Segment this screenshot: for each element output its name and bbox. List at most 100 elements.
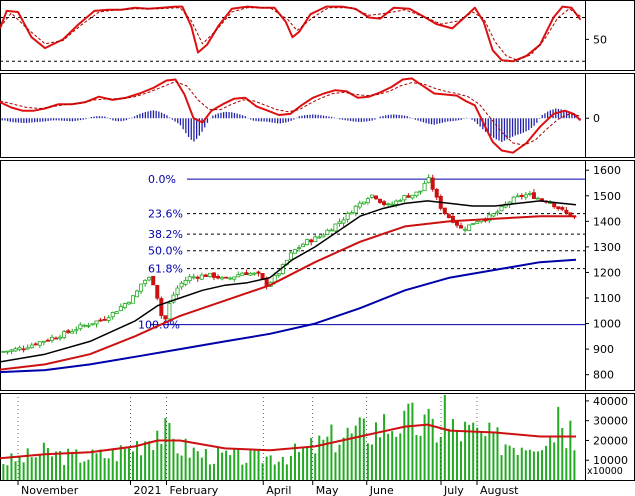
candle-body <box>62 331 67 338</box>
candle-body <box>305 239 310 246</box>
candle-body <box>240 272 245 276</box>
candle-body <box>495 211 500 214</box>
candle-body <box>276 273 281 276</box>
candle-body <box>540 198 545 201</box>
candle-body <box>78 324 83 330</box>
candle-body <box>155 284 160 299</box>
candle-body <box>450 216 455 223</box>
x-tick-label: June <box>369 484 394 496</box>
macd-signal-line <box>0 81 581 146</box>
candle-body <box>175 287 180 296</box>
candle-body <box>199 274 204 280</box>
candle-body <box>167 302 172 320</box>
candle-body <box>220 276 225 280</box>
candle-body <box>126 301 131 305</box>
price-frame <box>0 160 635 391</box>
candle-body <box>511 196 516 204</box>
candle-body <box>13 348 18 352</box>
candle-body <box>58 336 63 339</box>
price-tick-label: 1400 <box>593 215 621 228</box>
candle-body <box>114 311 119 314</box>
volume-tick-label: 10000 <box>593 454 628 467</box>
candle-body <box>313 236 318 242</box>
candle-body <box>143 279 148 284</box>
candle-body <box>139 283 144 292</box>
rsi-tick-label: 50 <box>593 33 607 46</box>
candle-body <box>467 224 472 231</box>
candle-body <box>45 339 50 342</box>
candle-body <box>471 223 476 225</box>
candle-body <box>357 202 362 208</box>
rsi-panel: 50 <box>0 5 607 63</box>
candle-body <box>475 221 480 224</box>
candle-body <box>390 203 395 206</box>
candle-body <box>256 271 261 274</box>
candle-body <box>236 274 241 278</box>
candle-body <box>442 207 447 215</box>
candle-body <box>301 243 306 248</box>
price-tick-label: 1100 <box>593 292 621 305</box>
candle-body <box>5 350 10 353</box>
candle-body <box>337 221 342 224</box>
price-tick-label: 800 <box>593 369 614 382</box>
candle-body <box>90 323 95 326</box>
candle-body <box>491 213 496 217</box>
candle-body <box>459 225 464 229</box>
volume-tick-label: 30000 <box>593 415 628 428</box>
fib-level-label: 23.6% <box>148 208 183 221</box>
candle-body <box>418 190 423 193</box>
candle-body <box>159 298 164 316</box>
ma-long-line <box>0 258 577 374</box>
candle-body <box>446 214 451 219</box>
fib-level-label: 50.0% <box>148 245 183 258</box>
panel-frames <box>0 0 635 481</box>
price-tick-label: 1000 <box>593 318 621 331</box>
candle-body <box>422 182 427 191</box>
x-tick-label: May <box>316 484 339 496</box>
candle-body <box>434 189 439 198</box>
macd-panel: 0 <box>0 77 600 154</box>
candle-body <box>110 312 115 318</box>
candle-body <box>378 198 383 203</box>
candle-body <box>9 349 14 352</box>
candle-body <box>552 202 557 208</box>
candle-body <box>535 197 540 200</box>
candle-body <box>402 195 407 201</box>
candle-body <box>151 275 156 286</box>
candle-body <box>515 195 520 198</box>
candle-body <box>410 194 415 199</box>
candle-body <box>386 203 391 206</box>
ma-mid-line <box>0 215 576 371</box>
candle-body <box>179 282 184 288</box>
candle-body <box>187 276 192 282</box>
candle-body <box>292 249 297 254</box>
candle-body <box>86 325 91 327</box>
candle-body <box>54 337 59 340</box>
price-tick-label: 900 <box>593 343 614 356</box>
candle-body <box>25 347 30 350</box>
candle-body <box>272 274 277 283</box>
rsi-signal-line <box>0 7 581 61</box>
rsi-line <box>0 5 582 63</box>
price-panel: 0.0%23.6%38.2%50.0%61.8%100.0%8009001000… <box>0 164 621 382</box>
candle-body <box>382 201 387 206</box>
candle-body <box>49 336 54 342</box>
candle-body <box>130 295 135 304</box>
candle-body <box>102 319 107 321</box>
candle-body <box>17 347 22 350</box>
candle-body <box>216 276 221 279</box>
price-tick-label: 1500 <box>593 190 621 203</box>
candle-body <box>365 198 370 204</box>
macd-line <box>0 77 582 154</box>
candle-body <box>519 194 524 197</box>
candle-body <box>556 206 561 210</box>
candle-body <box>288 252 293 261</box>
candle-body <box>207 272 212 277</box>
candle-body <box>349 212 354 215</box>
candle-body <box>523 194 528 198</box>
candle-body <box>33 343 38 346</box>
candle-body <box>430 177 435 190</box>
price-tick-label: 1600 <box>593 164 621 177</box>
volume-tick-label: 20000 <box>593 434 628 447</box>
macd-tick-label: 0 <box>593 112 600 125</box>
